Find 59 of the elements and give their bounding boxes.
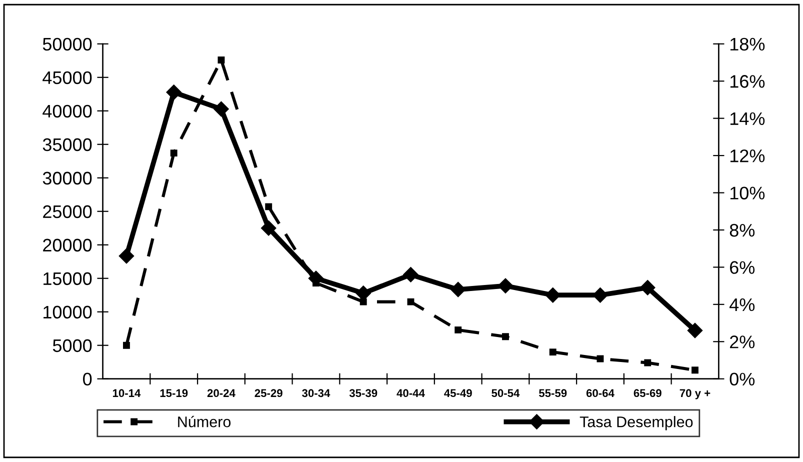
y2-tick-label: 0%	[730, 372, 755, 386]
x-tick-label: 10-14	[112, 389, 141, 398]
x-tick-label: 30-34	[302, 389, 330, 398]
point	[170, 150, 178, 157]
point	[502, 333, 509, 340]
y2-tick-label: 18%	[730, 38, 765, 51]
x-tick-label: 45-49	[444, 389, 472, 398]
x-tick-label: 65-69	[634, 389, 662, 398]
point	[450, 282, 466, 298]
x-tick-label: 55-59	[539, 389, 567, 398]
legend-label: Tasa Desempleo	[580, 416, 693, 430]
y2-tick-label: 14%	[730, 112, 765, 125]
point	[265, 203, 272, 210]
x-tick-label: 60-64	[586, 389, 614, 398]
x-tick-label: 20-24	[207, 389, 236, 398]
legend-label: Número	[178, 416, 231, 428]
point	[123, 342, 130, 349]
point	[644, 359, 652, 366]
point	[118, 248, 134, 264]
y2-tick-label: 4%	[730, 298, 755, 312]
y2-tick-label: 6%	[730, 261, 755, 274]
x-tick-label: 70 y +	[680, 389, 710, 400]
y-tick-label: 30000	[42, 172, 92, 185]
point	[687, 322, 703, 338]
y2-tick-label: 2%	[730, 336, 755, 348]
point	[545, 288, 560, 303]
y2-tick-label: 8%	[730, 224, 755, 237]
x-tick-label: 15-19	[160, 389, 188, 398]
y-tick-label: 40000	[42, 104, 92, 118]
point	[640, 280, 656, 296]
y2-tick-label: 12%	[730, 149, 765, 162]
point	[498, 278, 514, 294]
y-tick-label: 50000	[42, 38, 92, 51]
y-tick-label: 15000	[44, 272, 92, 286]
y-tick-label: 35000	[42, 138, 92, 152]
point	[454, 326, 462, 334]
x-tick-label: 40-44	[396, 389, 425, 398]
y-tick-label: 45000	[42, 71, 92, 84]
y-tick-label: 25000	[43, 205, 92, 218]
point	[360, 298, 367, 306]
y-tick-label: 5000	[52, 339, 92, 352]
point	[596, 355, 604, 362]
point	[218, 56, 225, 64]
y-tick-label: 0	[83, 372, 92, 386]
x-tick-label: 25-29	[254, 389, 282, 398]
y2-tick-label: 16%	[730, 75, 765, 88]
y-tick-label: 10000	[44, 306, 92, 319]
point	[261, 220, 276, 236]
x-tick-label: 50-54	[492, 389, 520, 398]
point	[214, 101, 229, 117]
point	[549, 348, 556, 356]
point	[692, 366, 698, 374]
y-tick-label: 20000	[43, 238, 92, 252]
y2-tick-label: 10%	[730, 186, 765, 200]
point	[166, 84, 182, 100]
point	[403, 267, 418, 282]
point	[407, 298, 414, 306]
x-tick-label: 35-39	[349, 389, 378, 398]
point	[592, 288, 608, 303]
